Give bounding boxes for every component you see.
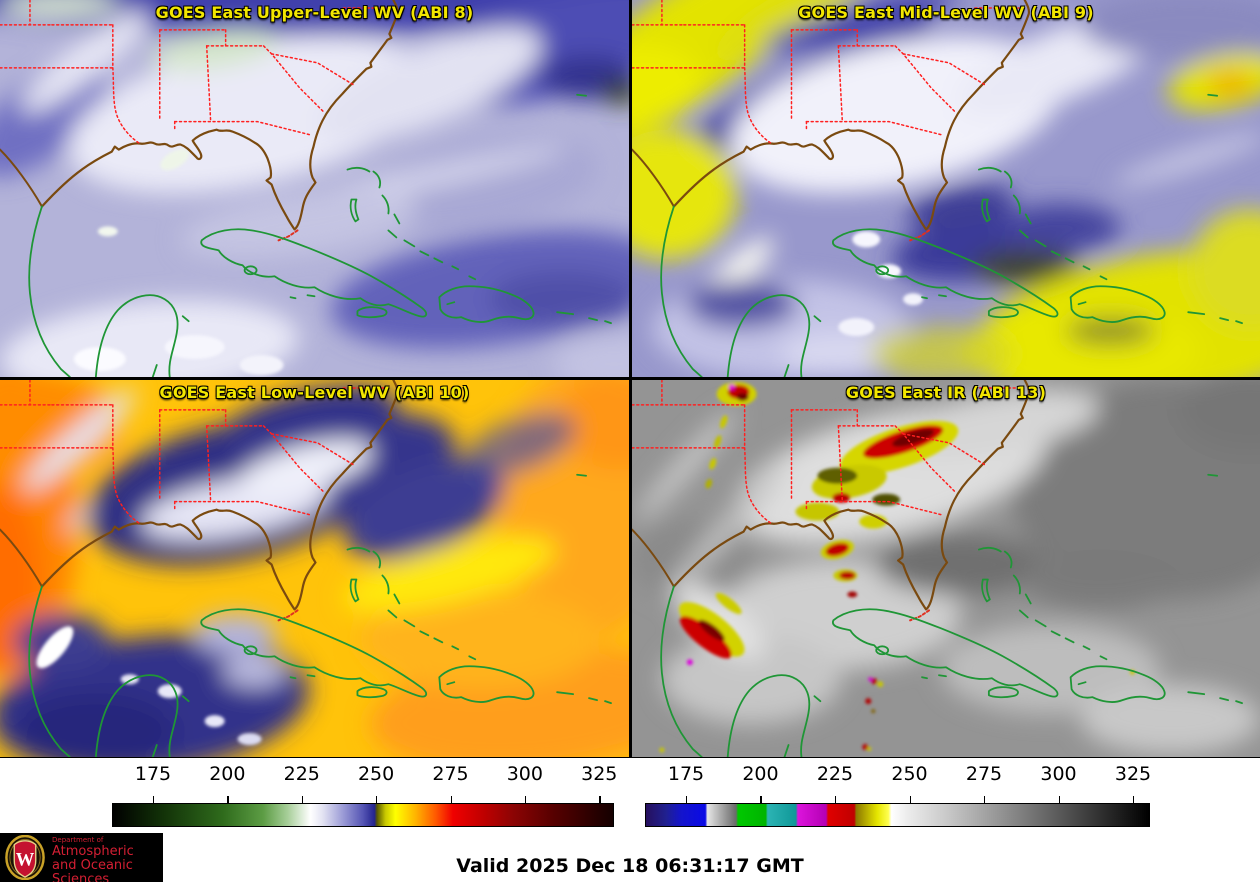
satellite-image-abi13 xyxy=(632,380,1260,757)
logo-line-atmospheric: Atmospheric xyxy=(52,844,134,860)
colorbar-tick-label: 275 xyxy=(432,763,469,785)
colorbar-tick-label: 275 xyxy=(965,763,1003,785)
satellite-image-abi8 xyxy=(0,0,629,377)
panel-abi8-upper-level-wv: GOES East Upper-Level WV (ABI 8) xyxy=(0,0,629,377)
colorbar-tick-label: 300 xyxy=(506,763,543,785)
uw-aos-logo: W Department of Atmospheric and Oceanic … xyxy=(0,833,163,882)
panel-title-abi10: GOES East Low-Level WV (ABI 10) xyxy=(159,383,470,402)
panel-title-abi8: GOES East Upper-Level WV (ABI 8) xyxy=(155,3,474,22)
panel-title-abi13: GOES East IR (ABI 13) xyxy=(845,383,1047,402)
colorbar-tick-label: 225 xyxy=(283,763,320,785)
panel-abi10-low-level-wv: GOES East Low-Level WV (ABI 10) xyxy=(0,380,629,757)
colorbar-tick-label: 325 xyxy=(1114,763,1152,785)
panel-abi13-ir: GOES East IR (ABI 13) xyxy=(632,380,1260,757)
uw-crest-icon: W xyxy=(5,835,45,880)
colorbar-tick-label: 250 xyxy=(891,763,928,785)
colorbar-tick-label: 175 xyxy=(667,763,705,785)
panel-title-abi9: GOES East Mid-Level WV (ABI 9) xyxy=(798,3,1094,22)
colorbar-tick-label: 300 xyxy=(1040,763,1077,785)
colorbar-ir-enhancement: 175 200 225 250 275 300 325 xyxy=(645,763,1151,827)
colorbar-tick-label: 200 xyxy=(742,763,779,785)
colorbar-tick-label: 325 xyxy=(581,763,618,785)
valid-timestamp: Valid 2025 Dec 18 06:31:17 GMT xyxy=(456,855,804,877)
panel-abi9-mid-level-wv: GOES East Mid-Level WV (ABI 9) xyxy=(632,0,1260,377)
crest-monogram: W xyxy=(16,849,35,870)
satellite-image-abi9 xyxy=(632,0,1260,377)
colorbar-tick-label: 250 xyxy=(357,763,395,785)
quad-panel-grid: GOES East Upper-Level WV (ABI 8) xyxy=(0,0,1260,758)
colorbar-tick-label: 225 xyxy=(816,763,854,785)
colorbar-tick-label: 200 xyxy=(209,763,246,785)
colorbar-tick-label: 175 xyxy=(134,763,172,785)
colorbar-wv-enhancement: 175 200 225 250 275 300 325 xyxy=(112,763,617,827)
logo-text: Department of Atmospheric and Oceanic Sc… xyxy=(52,836,163,882)
satellite-image-abi10 xyxy=(0,380,629,757)
logo-line-department: Department of xyxy=(52,836,104,844)
logo-line-oceanic: and Oceanic Sciences xyxy=(52,857,133,882)
